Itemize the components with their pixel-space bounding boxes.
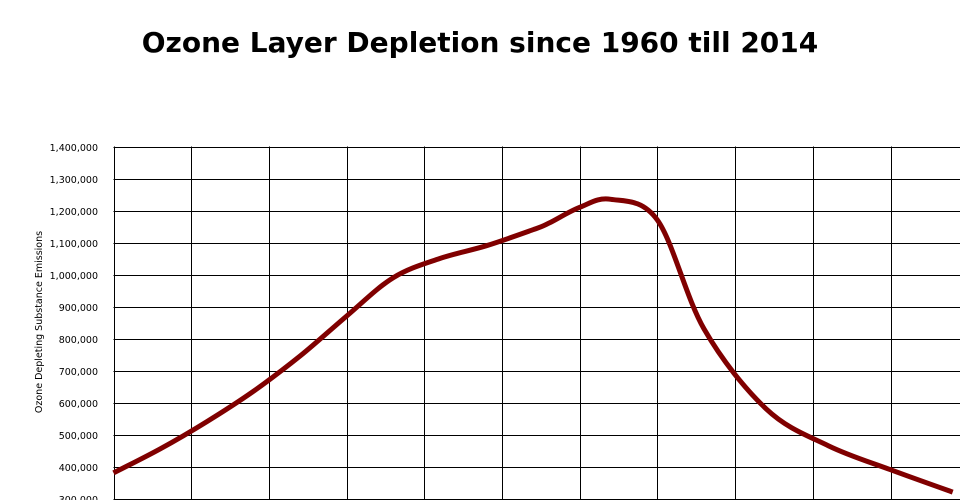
y-tick-label: 400,000 xyxy=(59,463,98,474)
y-tick-label: 1,200,000 xyxy=(50,207,98,218)
y-tick-label: 300,000 xyxy=(59,495,98,500)
y-tick-label: 1,400,000 xyxy=(50,143,98,154)
y-tick-label: 900,000 xyxy=(59,303,98,314)
y-tick-label: 700,000 xyxy=(59,367,98,378)
y-tick-label: 800,000 xyxy=(59,335,98,346)
series-layer xyxy=(112,196,954,495)
tick-layer: 1,400,000 1,300,000 1,200,000 1,100,000 1,00… xyxy=(50,143,98,500)
y-axis-label: Ozone Depleting Substance Emissions xyxy=(34,231,45,413)
grid-layer xyxy=(113,146,960,500)
y-tick-label: 600,000 xyxy=(59,399,98,410)
y-tick-label: 1,100,000 xyxy=(50,239,98,250)
y-tick-label: 1,000,000 xyxy=(50,271,98,282)
series-line xyxy=(112,196,954,495)
y-tick-label: 500,000 xyxy=(59,431,98,442)
y-tick-label: 1,300,000 xyxy=(50,175,98,186)
chart-title: Ozone Layer Depletion since 1960 till 20… xyxy=(141,26,819,59)
